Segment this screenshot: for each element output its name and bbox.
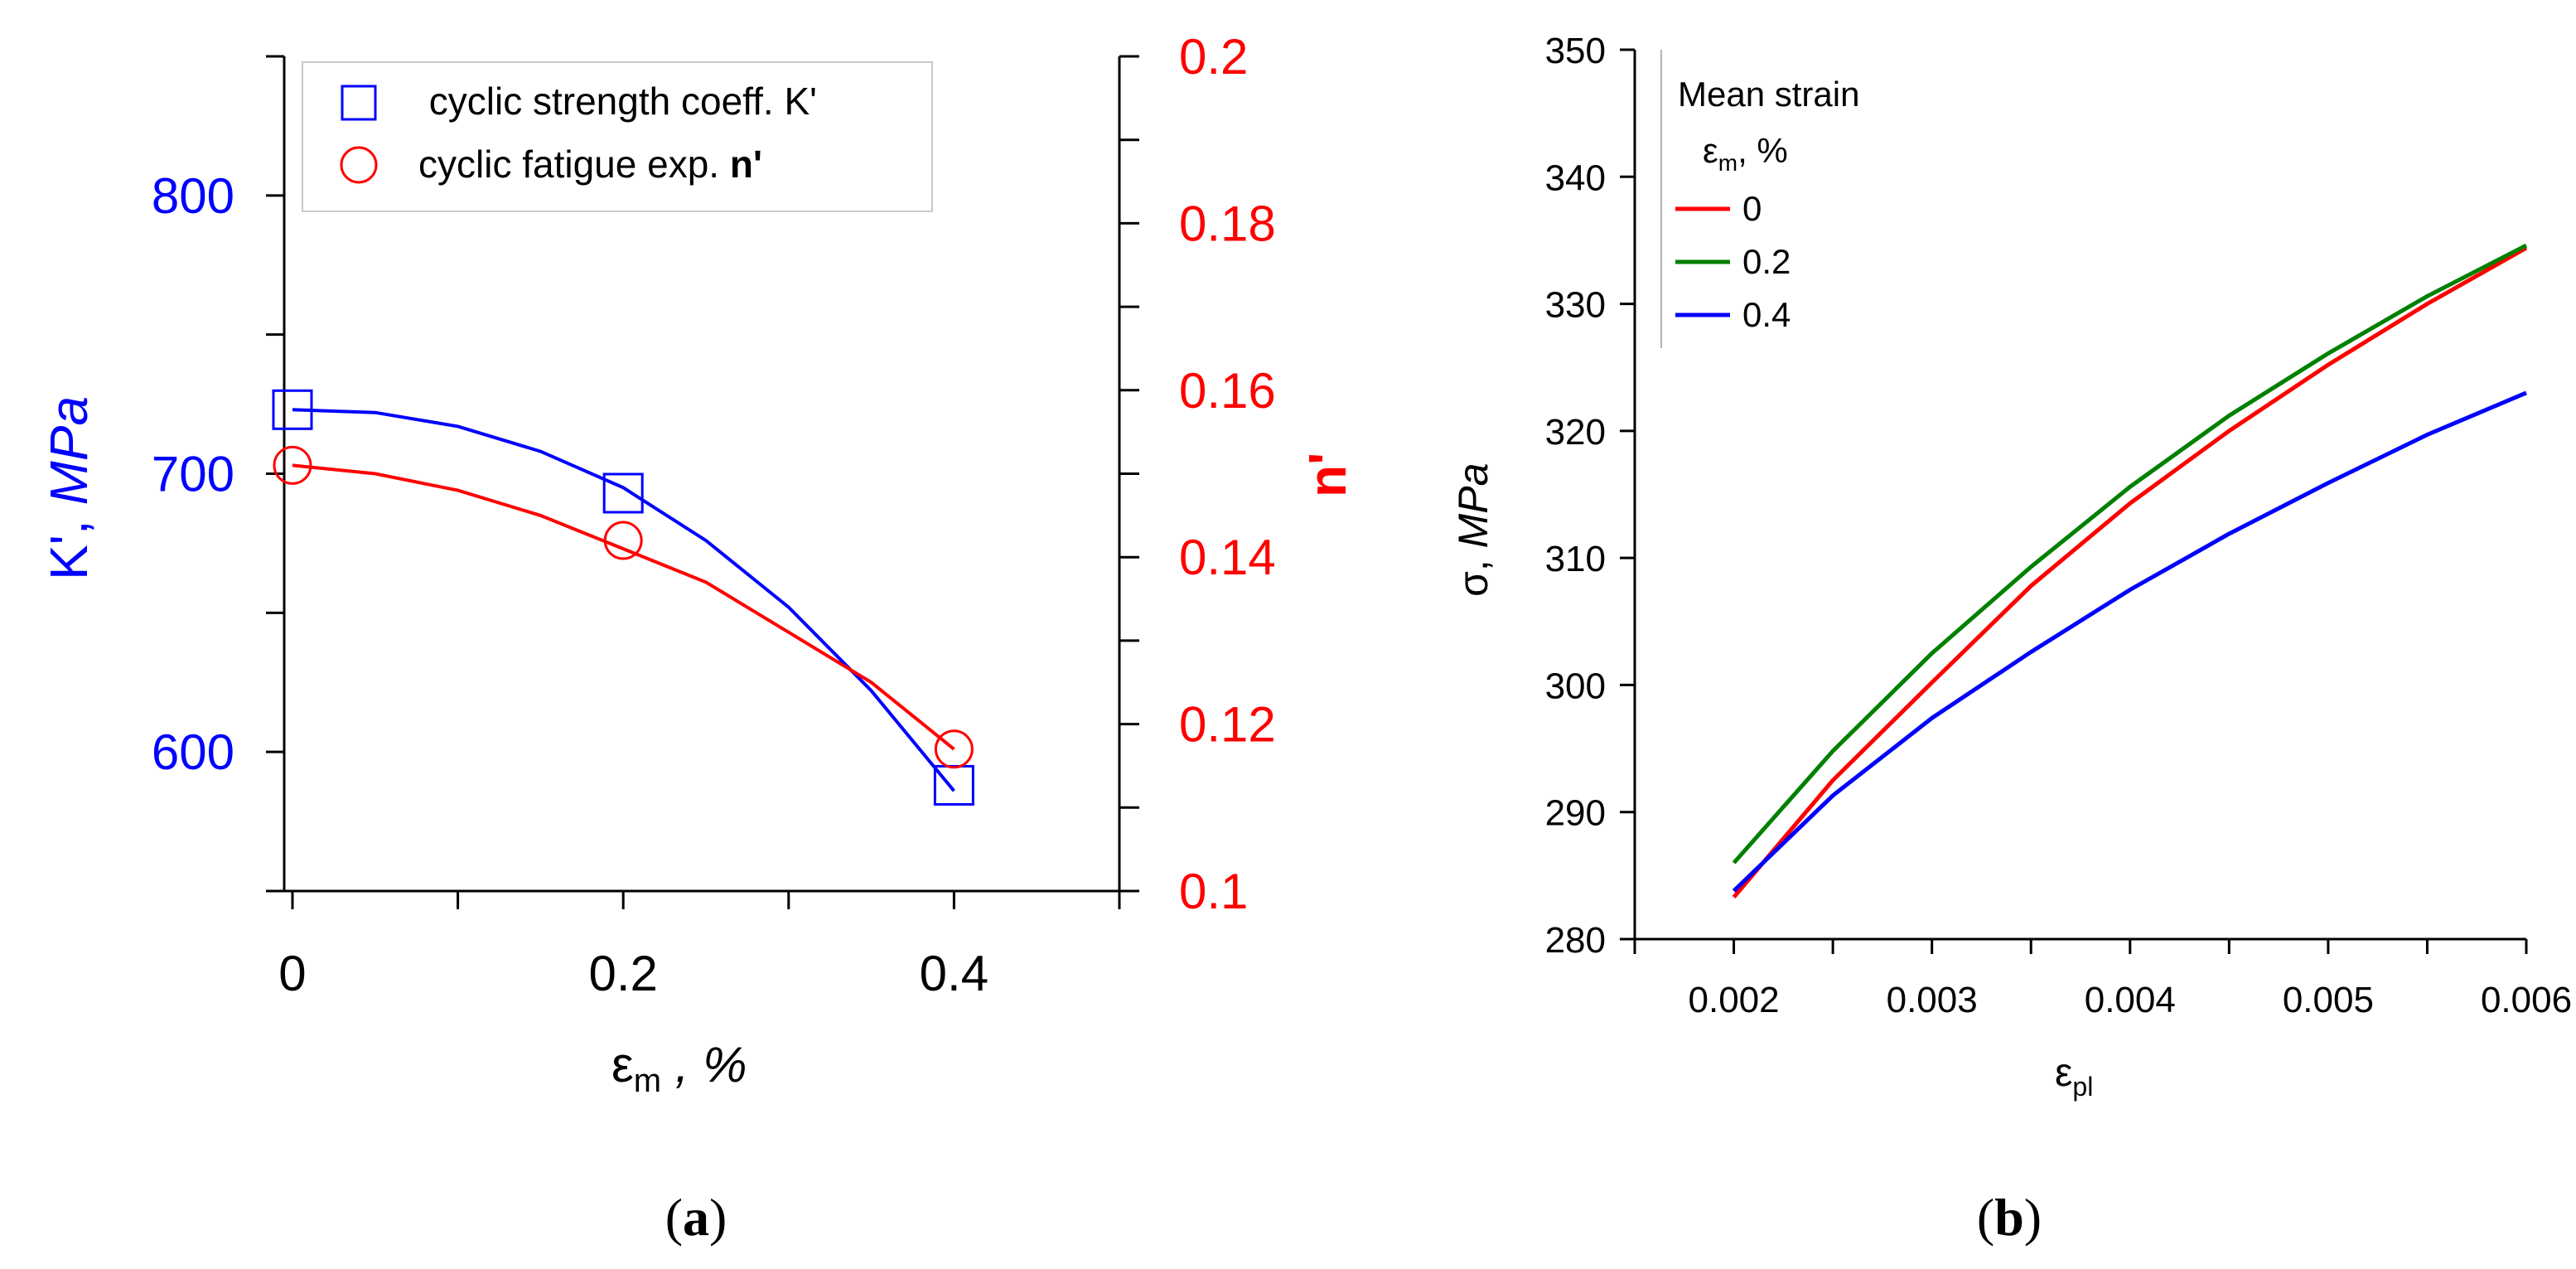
b-y-tick-label: 280: [1545, 920, 1606, 961]
y-left-label-unit: MPa: [39, 396, 99, 506]
legend-b-subtitle-symbol: ε: [1703, 131, 1718, 170]
a-fit-curve-square: [292, 408, 955, 792]
b-y-tick-label: 290: [1545, 793, 1606, 834]
legend-a-frame: [302, 61, 933, 212]
x-label-b-sub: pl: [2072, 1072, 2093, 1102]
a-y-left-tick-label: 800: [152, 168, 234, 224]
legend-b-subtitle-sub: m: [1718, 150, 1737, 176]
b-series-line-0.4: [1732, 390, 2527, 893]
a-x-tick-label: 0.2: [588, 946, 657, 1001]
legend-a-entry-1-bold: n': [730, 143, 762, 186]
a-y-right-tick-label: 0.16: [1179, 363, 1276, 419]
x-label-a-unit: , %: [661, 1037, 747, 1092]
y-left-label: K', MPa: [39, 396, 99, 580]
y-label-b: σ, MPa: [1450, 463, 1496, 597]
a-y-right-tick-label: 0.1: [1179, 864, 1248, 919]
a-y-right-tick-label: 0.2: [1179, 29, 1248, 85]
axes-b: 280 290 300 310 320 330 340 350 0.002 0.003 0.004 0…: [1545, 31, 2572, 1020]
legend-b-entry-2: 0.4: [1742, 295, 1791, 334]
caption-b: (b): [1977, 1188, 2042, 1247]
a-x-tick-label: 0: [278, 946, 306, 1001]
legend-a-circle-marker: [340, 146, 378, 184]
a-square-marker: [272, 389, 313, 430]
legend-b-subtitle: εm, %: [1703, 131, 1788, 176]
legend-b-title: Mean strain: [1678, 75, 1859, 114]
x-label-b: εpl: [2055, 1051, 2093, 1102]
series-lines-b: [1732, 243, 2528, 899]
b-y-tick-label: 330: [1545, 285, 1606, 326]
panel-b: 280 290 300 310 320 330 340 350 0.002 0.003 0.004 0…: [1450, 31, 2572, 1247]
b-x-tick-label: 0.004: [2085, 980, 2176, 1020]
caption-b-letter: b: [1994, 1188, 2024, 1247]
caption-a-close: ): [709, 1188, 727, 1247]
legend-a-square-marker: [341, 85, 377, 121]
caption-b-close: ): [2024, 1188, 2042, 1247]
x-label-a: εm , %: [611, 1037, 747, 1099]
b-x-tick-label: 0.006: [2481, 980, 2572, 1020]
legend-b-subtitle-unit: , %: [1737, 131, 1788, 170]
a-x-tick-label: 0.4: [920, 946, 988, 1001]
axes-a: 0 0.2 0.4 600 700 800 0.1 0.12 0.14 0.16 0.18 0.2: [152, 29, 1276, 1001]
a-y-right-tick-label: 0.12: [1179, 697, 1276, 753]
a-y-right-tick-label: 0.14: [1179, 530, 1276, 585]
markers-a: [272, 389, 974, 806]
b-series-line-0: [1732, 245, 2528, 899]
b-x-tick-label: 0.003: [1887, 980, 1978, 1020]
a-y-left-tick-label: 600: [152, 724, 234, 780]
y-left-label-main: K',: [39, 506, 99, 580]
x-label-a-sub: m: [634, 1063, 661, 1099]
legend-b: Mean strain εm, % 0 0.2 0.4: [1660, 50, 1859, 348]
a-y-left-tick-label: 700: [152, 447, 234, 502]
caption-a-open: (: [665, 1188, 683, 1247]
y-right-label: n': [1298, 453, 1357, 497]
b-x-tick-label: 0.002: [1689, 980, 1780, 1020]
a-circle-marker: [934, 729, 974, 769]
legend-b-entry-0: 0: [1742, 189, 1762, 228]
caption-b-open: (: [1977, 1188, 1994, 1247]
b-x-tick-label: 0.005: [2283, 980, 2374, 1020]
x-label-b-symbol: ε: [2055, 1051, 2072, 1095]
caption-a-letter: a: [683, 1188, 709, 1247]
legend-a-entry-1-text: cyclic fatigue exp.: [418, 143, 730, 186]
caption-a: (a): [665, 1188, 727, 1247]
b-series-line-0.2: [1732, 243, 2528, 865]
a-fit-curve-circle: [292, 463, 955, 751]
a-circle-marker: [603, 521, 643, 560]
b-y-tick-label: 320: [1545, 412, 1606, 453]
y-label-b-unit: MPa: [1450, 463, 1496, 549]
y-label-b-symbol: σ,: [1450, 548, 1496, 597]
panel-a: 0 0.2 0.4 600 700 800 0.1 0.12 0.14 0.16 0.18 0.2 K…: [39, 29, 1357, 1247]
b-y-tick-label: 340: [1545, 157, 1606, 198]
legend-a-entry-1: cyclic fatigue exp. n': [418, 143, 762, 186]
legend-b-entry-1: 0.2: [1742, 242, 1791, 281]
a-y-right-tick-label: 0.18: [1179, 196, 1276, 251]
b-y-tick-label: 310: [1545, 539, 1606, 579]
x-label-a-symbol: ε: [611, 1037, 634, 1092]
legend-a-entry-0: cyclic strength coeff. K': [418, 80, 817, 123]
b-y-tick-label: 300: [1545, 666, 1606, 706]
legend-a: cyclic strength coeff. K' cyclic fatigue…: [302, 61, 933, 212]
a-circle-marker: [273, 445, 312, 485]
b-y-tick-label: 350: [1545, 31, 1606, 71]
fit-curves-a: [292, 408, 955, 792]
a-square-marker: [602, 472, 644, 514]
